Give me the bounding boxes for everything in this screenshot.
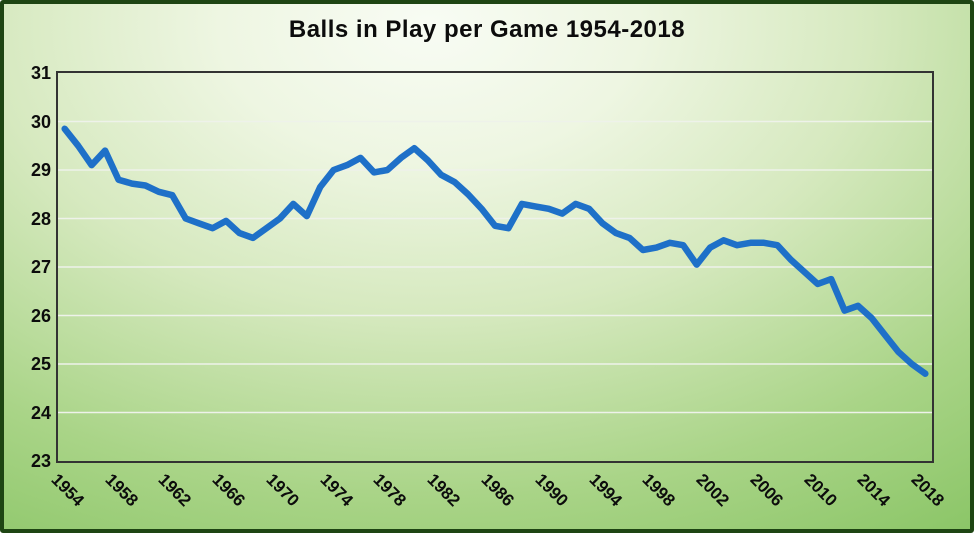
balls-in-play-line [61, 125, 929, 377]
y-tick-label: 24 [30, 402, 51, 423]
x-tick-label: 1998 [638, 470, 680, 511]
x-tick-label: 2018 [907, 470, 949, 511]
x-tick-label: 1958 [101, 470, 142, 511]
y-tick-label: 27 [30, 257, 51, 277]
x-tick-label: 2006 [746, 470, 787, 511]
chart-title: Balls in Play per Game 1954-2018 [288, 16, 686, 43]
y-tick-label: 30 [30, 111, 51, 132]
x-tick-label: 2014 [854, 470, 895, 511]
x-tick-label: 1954 [47, 470, 88, 511]
x-tick-label: 1982 [423, 470, 464, 511]
x-tick-label: 2010 [800, 470, 841, 511]
y-tick-label: 26 [30, 305, 51, 326]
x-tick-label: 2002 [692, 470, 733, 511]
x-tick-label: 1974 [316, 470, 357, 511]
x-tick-label: 1966 [208, 470, 249, 511]
y-tick-label: 29 [30, 160, 51, 180]
y-tick-label: 23 [30, 451, 51, 471]
x-tick-label: 1986 [477, 470, 518, 511]
line-chart-svg [58, 120, 932, 414]
y-tick-label: 28 [30, 208, 51, 229]
plot-area [56, 71, 934, 463]
y-tick-label: 31 [30, 63, 51, 83]
x-tick-label: 1978 [369, 470, 411, 511]
x-tick-label: 1970 [262, 470, 303, 511]
x-tick-label: 1990 [531, 470, 572, 511]
x-tick-label: 1962 [154, 470, 196, 511]
x-tick-label: 1994 [585, 470, 626, 511]
y-tick-label: 25 [30, 354, 51, 374]
